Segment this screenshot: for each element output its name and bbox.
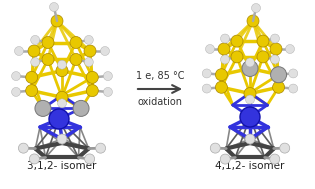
Circle shape: [26, 71, 38, 83]
Circle shape: [257, 51, 269, 63]
Circle shape: [86, 85, 98, 97]
Circle shape: [289, 69, 298, 78]
Circle shape: [271, 34, 279, 43]
Circle shape: [247, 15, 259, 27]
Circle shape: [242, 60, 258, 77]
Circle shape: [26, 85, 38, 97]
Circle shape: [12, 72, 20, 81]
Circle shape: [231, 51, 243, 63]
Text: 4,1,2- isomer: 4,1,2- isomer: [215, 161, 285, 171]
Circle shape: [210, 143, 220, 153]
Circle shape: [251, 4, 261, 12]
Circle shape: [56, 91, 68, 103]
Circle shape: [280, 143, 290, 153]
Circle shape: [271, 55, 279, 64]
Circle shape: [272, 69, 284, 81]
FancyArrowPatch shape: [138, 85, 180, 93]
Circle shape: [240, 107, 260, 127]
Circle shape: [285, 44, 295, 53]
Circle shape: [70, 53, 82, 65]
Circle shape: [231, 35, 243, 47]
Circle shape: [42, 36, 54, 49]
Circle shape: [49, 2, 59, 12]
Circle shape: [57, 134, 67, 144]
Text: 3,1,2- isomer: 3,1,2- isomer: [27, 161, 97, 171]
Circle shape: [270, 154, 280, 164]
Circle shape: [58, 60, 66, 69]
Circle shape: [202, 69, 211, 78]
Circle shape: [58, 99, 66, 108]
Circle shape: [257, 35, 269, 47]
Circle shape: [49, 109, 69, 129]
Circle shape: [28, 45, 40, 57]
Circle shape: [244, 62, 256, 74]
Circle shape: [289, 84, 298, 93]
Circle shape: [73, 100, 89, 116]
Circle shape: [95, 143, 106, 153]
Circle shape: [245, 134, 255, 144]
Circle shape: [202, 84, 211, 93]
Circle shape: [271, 67, 287, 83]
Circle shape: [218, 43, 230, 55]
Circle shape: [244, 88, 256, 100]
Circle shape: [18, 143, 28, 153]
Circle shape: [205, 44, 215, 53]
Circle shape: [245, 58, 255, 67]
Circle shape: [31, 35, 40, 44]
Circle shape: [245, 95, 255, 104]
Circle shape: [85, 154, 94, 164]
Circle shape: [215, 69, 227, 81]
Circle shape: [100, 46, 110, 56]
Circle shape: [84, 35, 93, 44]
Text: oxidation: oxidation: [138, 97, 182, 107]
Circle shape: [51, 15, 63, 27]
Circle shape: [70, 36, 82, 49]
Circle shape: [272, 81, 284, 93]
Circle shape: [86, 71, 98, 83]
Circle shape: [12, 88, 20, 96]
Circle shape: [14, 46, 24, 56]
Circle shape: [215, 81, 227, 93]
Circle shape: [56, 65, 68, 77]
Circle shape: [220, 34, 230, 43]
Circle shape: [270, 43, 282, 55]
Circle shape: [220, 154, 230, 164]
Circle shape: [31, 58, 40, 67]
Circle shape: [29, 154, 39, 164]
Text: 1 e, 85 °C: 1 e, 85 °C: [136, 71, 184, 81]
Circle shape: [84, 45, 96, 57]
Circle shape: [220, 55, 230, 64]
Circle shape: [84, 58, 93, 67]
Circle shape: [35, 100, 51, 116]
Circle shape: [42, 53, 54, 65]
Circle shape: [103, 72, 112, 81]
Circle shape: [103, 88, 112, 96]
